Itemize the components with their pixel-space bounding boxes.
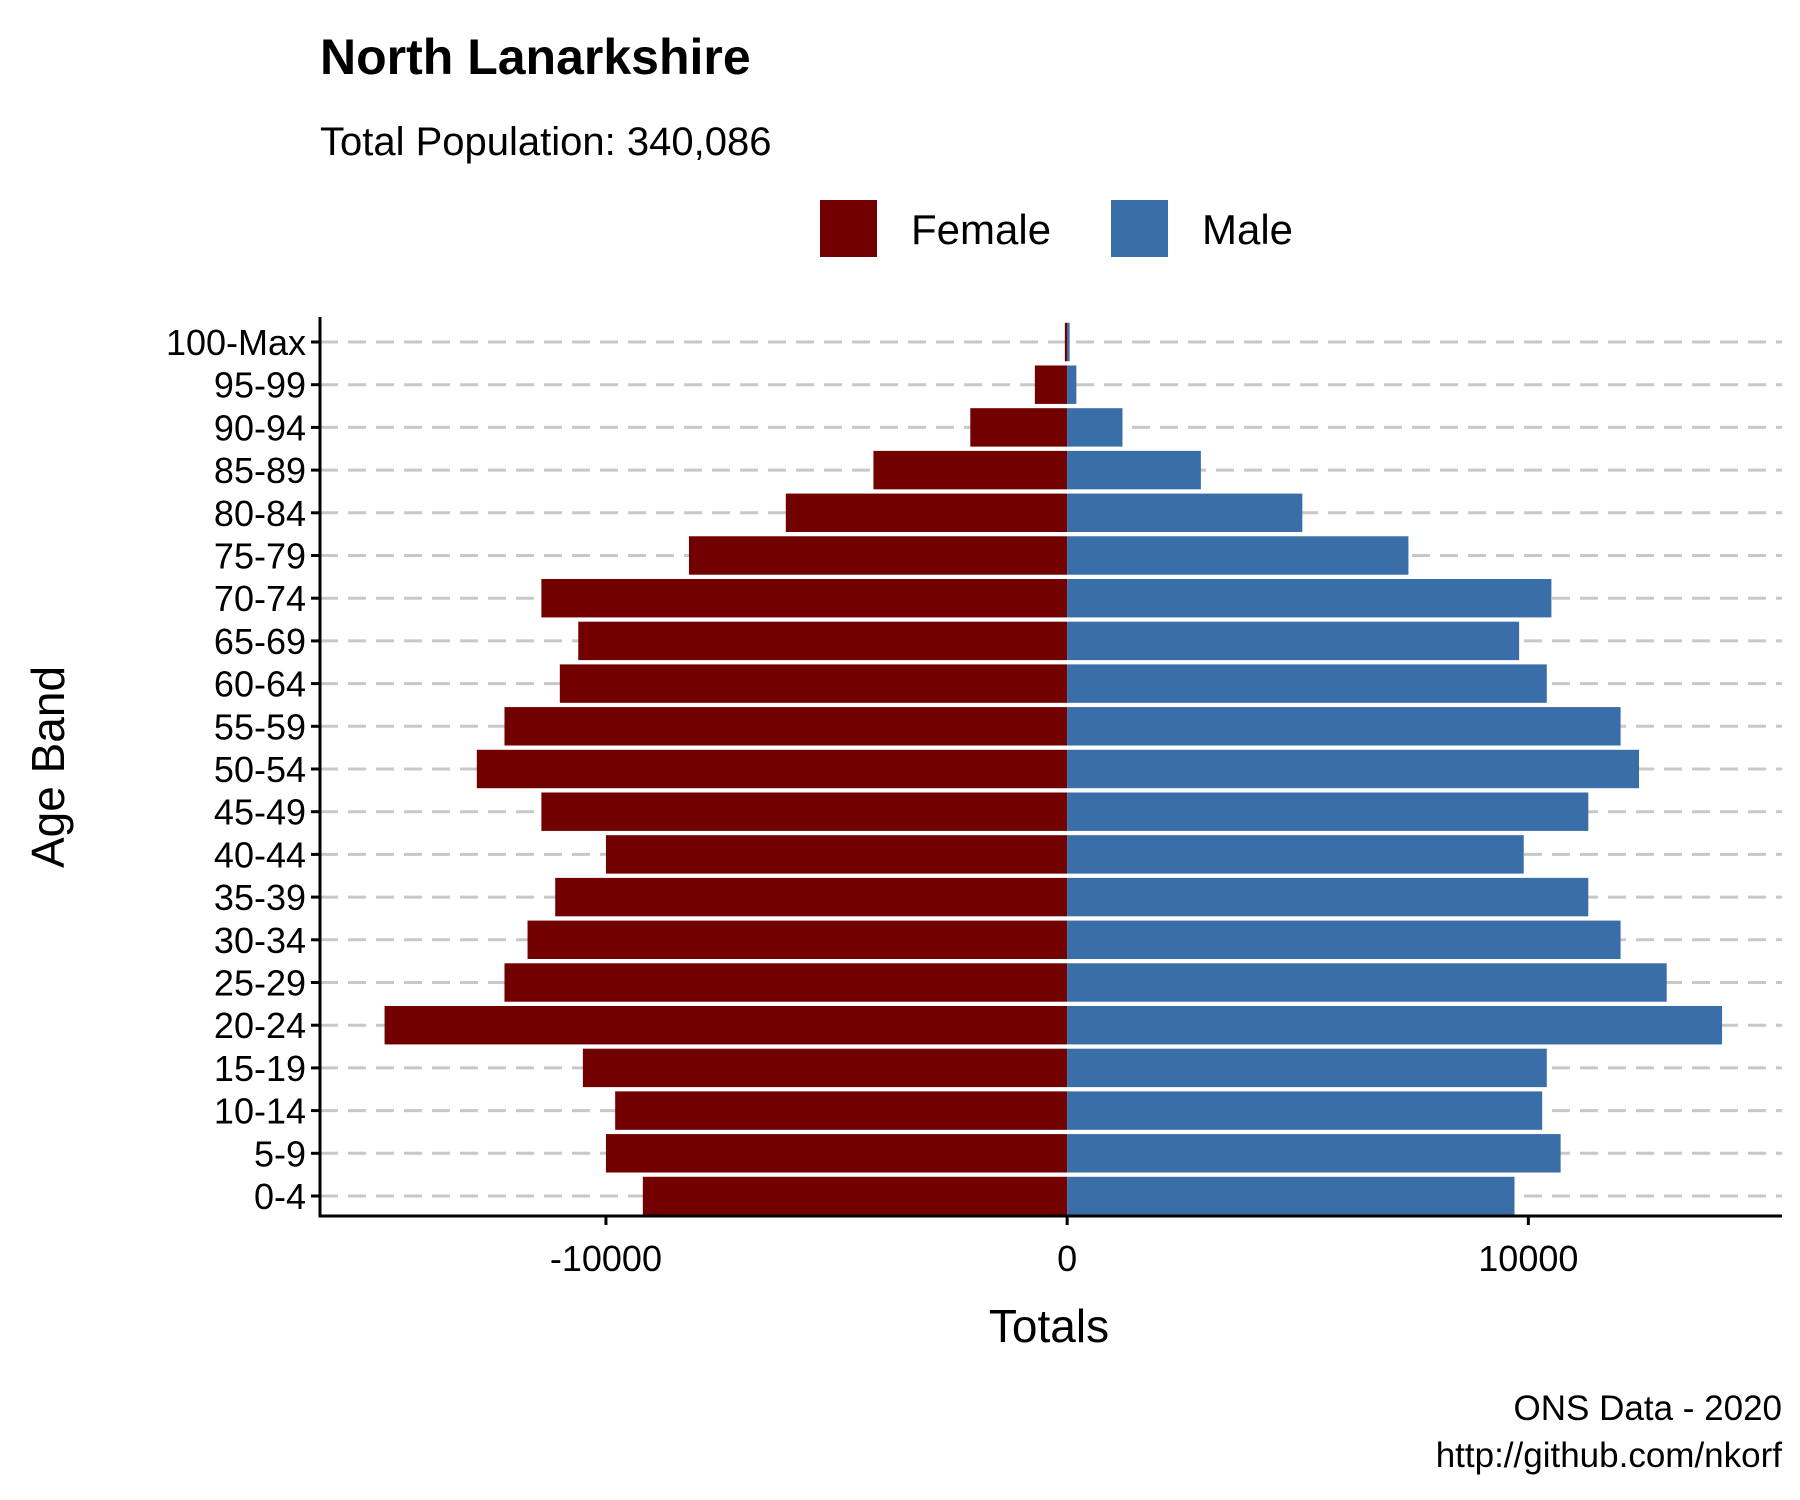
chart-subtitle: Total Population: 340,086 xyxy=(320,120,771,164)
bar-male-70-74 xyxy=(1067,578,1552,618)
y-tick-label: 80-84 xyxy=(214,493,306,534)
y-tick-label: 85-89 xyxy=(214,450,306,491)
y-tick-label: 55-59 xyxy=(214,706,306,747)
bar-female-70-74 xyxy=(541,578,1068,618)
y-tick-label: 100-Max xyxy=(166,322,306,363)
bar-female-20-24 xyxy=(384,1005,1068,1045)
x-tick-label: 0 xyxy=(1057,1238,1077,1279)
bar-female-25-29 xyxy=(504,963,1068,1002)
bar-female-80-84 xyxy=(785,493,1068,533)
bar-male-15-19 xyxy=(1067,1048,1547,1088)
legend-swatch-female xyxy=(820,200,877,257)
y-tick-label: 20-24 xyxy=(214,1005,306,1046)
bar-male-0-4 xyxy=(1067,1176,1515,1216)
x-axis-ticks: -10000 0 10000 xyxy=(550,1216,1578,1279)
legend-label-male: Male xyxy=(1202,206,1293,253)
y-tick-label: 70-74 xyxy=(214,578,306,619)
bar-male-65-69 xyxy=(1067,621,1520,661)
bar-male-30-34 xyxy=(1067,920,1621,960)
y-tick-label: 0-4 xyxy=(254,1176,306,1217)
x-axis-title: Totals xyxy=(989,1300,1109,1352)
bar-male-35-39 xyxy=(1067,877,1589,917)
bar-female-35-39 xyxy=(555,877,1068,917)
y-tick-label: 30-34 xyxy=(214,920,306,961)
bar-female-100-max xyxy=(1064,322,1068,362)
bar-female-15-19 xyxy=(582,1048,1068,1088)
bar-female-30-34 xyxy=(527,920,1068,960)
chart-title: North Lanarkshire xyxy=(320,29,751,85)
bars xyxy=(384,322,1723,1216)
bar-female-0-4 xyxy=(642,1176,1068,1216)
bar-female-55-59 xyxy=(504,707,1068,746)
y-axis-ticks: 0-45-910-1415-1920-2425-2930-3435-3940-4… xyxy=(166,322,320,1217)
bar-male-40-44 xyxy=(1067,835,1524,874)
bar-female-5-9 xyxy=(605,1134,1068,1173)
bar-male-5-9 xyxy=(1067,1134,1561,1173)
bar-male-80-84 xyxy=(1067,493,1303,533)
caption-source: ONS Data - 2020 xyxy=(1514,1389,1782,1428)
bar-female-85-89 xyxy=(873,450,1068,490)
y-tick-label: 65-69 xyxy=(214,621,306,662)
y-axis-title: Age Band xyxy=(22,666,74,868)
legend: Female Male xyxy=(820,200,1293,257)
bar-male-20-24 xyxy=(1067,1005,1723,1045)
y-tick-label: 60-64 xyxy=(214,664,306,705)
x-tick-label: 10000 xyxy=(1478,1238,1578,1279)
x-tick-label: -10000 xyxy=(550,1238,662,1279)
y-tick-label: 10-14 xyxy=(214,1091,306,1132)
y-tick-label: 45-49 xyxy=(214,792,306,833)
bar-male-45-49 xyxy=(1067,792,1589,831)
bar-female-95-99 xyxy=(1034,365,1068,404)
y-tick-label: 35-39 xyxy=(214,877,306,918)
bar-female-45-49 xyxy=(541,792,1068,831)
bar-male-95-99 xyxy=(1067,365,1077,404)
bar-male-25-29 xyxy=(1067,963,1667,1002)
legend-swatch-male xyxy=(1111,200,1168,257)
bar-male-55-59 xyxy=(1067,707,1621,746)
legend-label-female: Female xyxy=(911,206,1051,253)
bar-female-60-64 xyxy=(559,664,1068,703)
y-tick-label: 25-29 xyxy=(214,963,306,1004)
bar-female-90-94 xyxy=(970,408,1068,447)
y-tick-label: 5-9 xyxy=(254,1133,306,1174)
bar-female-75-79 xyxy=(688,536,1068,575)
y-tick-label: 50-54 xyxy=(214,749,306,790)
bar-male-10-14 xyxy=(1067,1091,1543,1130)
y-tick-label: 15-19 xyxy=(214,1048,306,1089)
bar-female-65-69 xyxy=(578,621,1068,661)
bar-male-75-79 xyxy=(1067,536,1409,575)
y-tick-label: 75-79 xyxy=(214,536,306,577)
y-tick-label: 40-44 xyxy=(214,834,306,875)
bar-male-85-89 xyxy=(1067,450,1201,490)
y-tick-label: 95-99 xyxy=(214,365,306,406)
bar-female-50-54 xyxy=(476,749,1068,789)
caption-url: http://github.com/nkorf xyxy=(1436,1436,1783,1475)
y-tick-label: 90-94 xyxy=(214,407,306,448)
bar-male-90-94 xyxy=(1067,408,1123,447)
bar-female-40-44 xyxy=(605,835,1068,874)
bar-male-100-max xyxy=(1067,322,1070,362)
bar-male-50-54 xyxy=(1067,749,1640,789)
bar-female-10-14 xyxy=(615,1091,1068,1130)
bar-male-60-64 xyxy=(1067,664,1547,703)
